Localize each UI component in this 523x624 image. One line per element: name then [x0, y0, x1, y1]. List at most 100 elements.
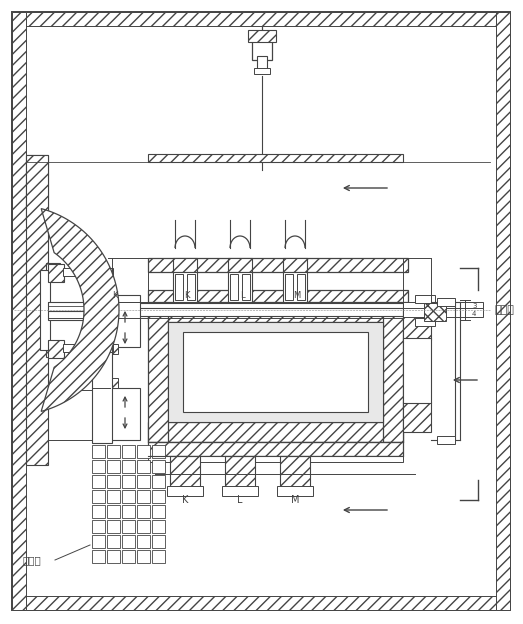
- Bar: [225, 456, 255, 488]
- Bar: [252, 38, 272, 60]
- Bar: [167, 486, 203, 496]
- Bar: [108, 308, 403, 316]
- Bar: [437, 298, 455, 306]
- Bar: [107, 520, 120, 533]
- Bar: [170, 456, 200, 488]
- Bar: [152, 490, 165, 503]
- Bar: [222, 486, 258, 496]
- Bar: [228, 272, 252, 302]
- Bar: [122, 475, 135, 488]
- Bar: [152, 445, 165, 458]
- Bar: [12, 596, 510, 610]
- Bar: [107, 475, 120, 488]
- Bar: [122, 535, 135, 548]
- Polygon shape: [41, 208, 119, 411]
- Bar: [403, 310, 431, 340]
- Bar: [148, 290, 408, 302]
- Bar: [228, 258, 252, 272]
- Bar: [137, 505, 150, 518]
- Bar: [107, 490, 120, 503]
- Bar: [424, 303, 446, 321]
- Bar: [148, 422, 403, 442]
- Bar: [137, 520, 150, 533]
- Bar: [107, 550, 120, 563]
- Bar: [137, 475, 150, 488]
- Bar: [403, 308, 483, 317]
- Bar: [92, 475, 105, 488]
- Bar: [496, 12, 510, 610]
- Bar: [63, 344, 113, 352]
- Bar: [122, 520, 135, 533]
- Bar: [415, 295, 435, 303]
- Text: M: M: [291, 495, 299, 505]
- Text: L: L: [237, 495, 243, 505]
- Bar: [48, 264, 64, 282]
- Bar: [403, 402, 431, 432]
- Bar: [183, 332, 368, 412]
- Text: M: M: [293, 291, 301, 301]
- Bar: [46, 263, 60, 279]
- Bar: [277, 486, 313, 496]
- Bar: [283, 258, 307, 272]
- Bar: [148, 456, 403, 462]
- Bar: [137, 535, 150, 548]
- Bar: [63, 268, 113, 276]
- Bar: [137, 460, 150, 473]
- Bar: [122, 445, 135, 458]
- Text: K: K: [112, 291, 118, 300]
- Bar: [152, 520, 165, 533]
- Bar: [383, 302, 403, 442]
- Bar: [92, 550, 105, 563]
- Text: K: K: [182, 495, 188, 505]
- Bar: [40, 270, 50, 350]
- Bar: [148, 302, 168, 442]
- Bar: [108, 303, 403, 311]
- Bar: [152, 535, 165, 548]
- Bar: [48, 311, 108, 320]
- Bar: [257, 56, 267, 70]
- Bar: [48, 340, 64, 358]
- Bar: [175, 274, 183, 300]
- Text: 进风口: 进风口: [494, 305, 514, 315]
- Bar: [92, 490, 105, 503]
- Text: K: K: [184, 291, 190, 301]
- Bar: [148, 258, 408, 272]
- Bar: [152, 475, 165, 488]
- Bar: [242, 274, 250, 300]
- Bar: [152, 550, 165, 563]
- Bar: [92, 535, 105, 548]
- Bar: [12, 12, 510, 26]
- Text: L: L: [240, 291, 244, 301]
- Bar: [107, 445, 120, 458]
- Bar: [137, 445, 150, 458]
- Bar: [137, 490, 150, 503]
- Bar: [122, 550, 135, 563]
- Bar: [437, 436, 455, 444]
- Bar: [92, 445, 105, 458]
- Bar: [122, 505, 135, 518]
- Bar: [48, 302, 108, 311]
- Bar: [297, 274, 305, 300]
- Bar: [403, 338, 431, 403]
- Bar: [254, 68, 270, 74]
- Bar: [168, 322, 383, 422]
- Bar: [110, 378, 118, 388]
- Bar: [283, 272, 307, 302]
- Bar: [148, 442, 403, 456]
- Bar: [110, 388, 140, 440]
- Bar: [110, 295, 140, 347]
- Bar: [248, 30, 276, 42]
- Bar: [26, 155, 48, 223]
- Bar: [152, 460, 165, 473]
- Bar: [92, 520, 105, 533]
- Bar: [122, 460, 135, 473]
- Bar: [92, 460, 105, 473]
- Bar: [122, 490, 135, 503]
- Bar: [107, 505, 120, 518]
- Text: 出风口: 出风口: [22, 555, 41, 565]
- Bar: [187, 274, 195, 300]
- Bar: [26, 155, 48, 465]
- Bar: [46, 341, 60, 357]
- Bar: [148, 302, 403, 322]
- Bar: [173, 272, 197, 302]
